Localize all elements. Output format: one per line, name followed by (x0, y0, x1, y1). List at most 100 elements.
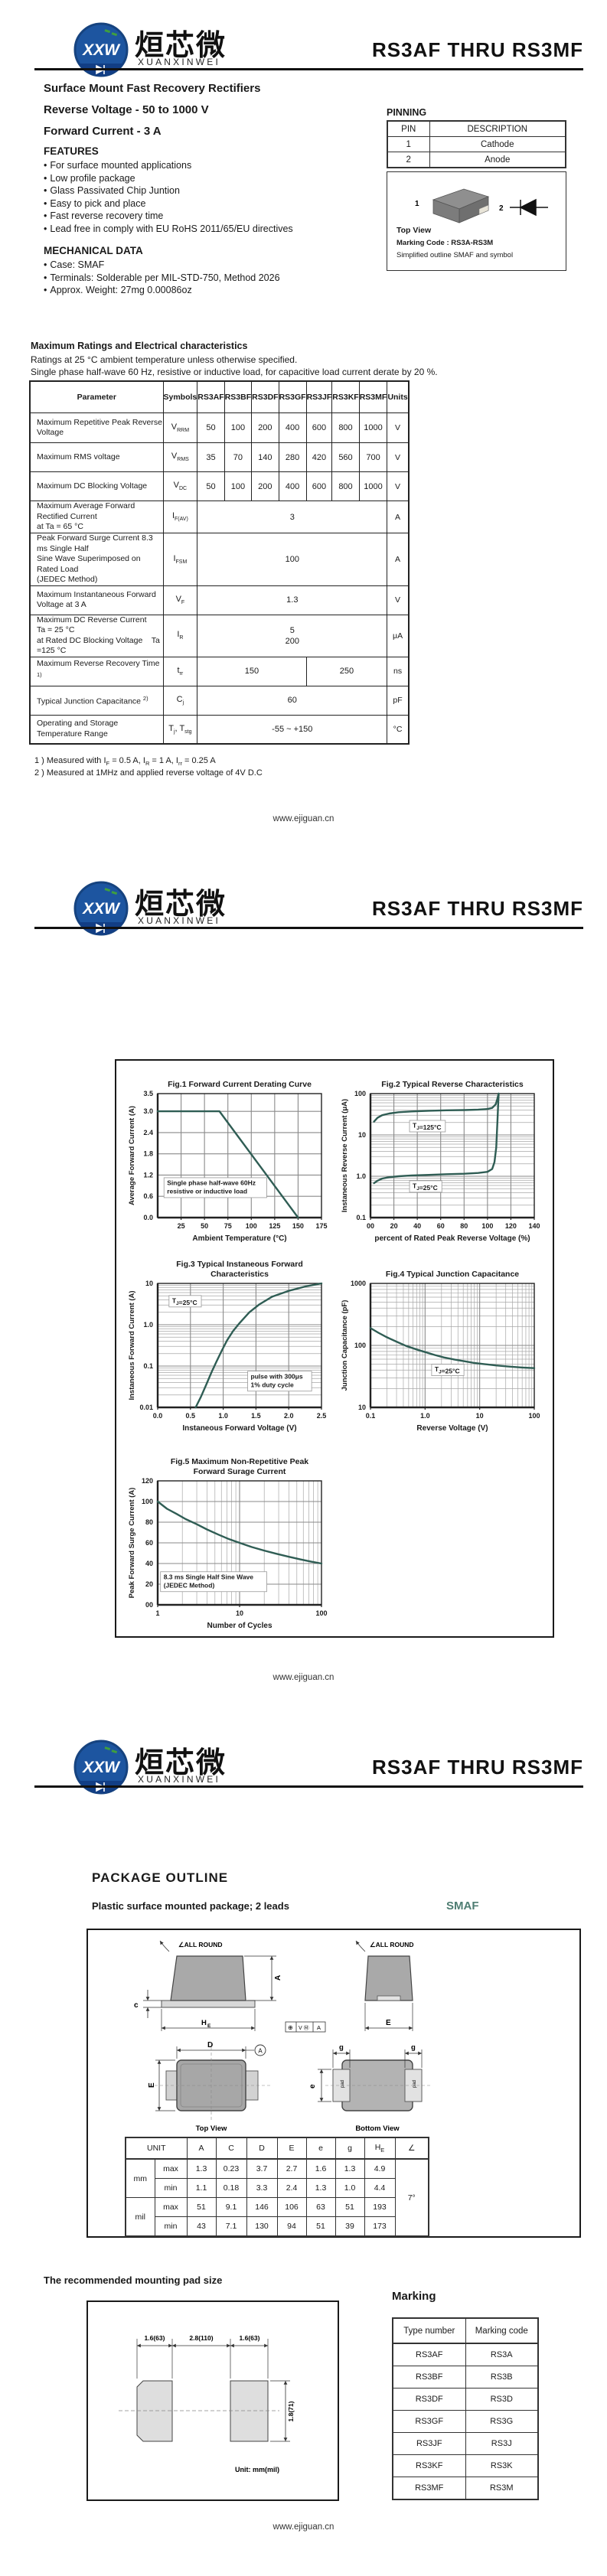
dim-e-top-label: E (148, 2082, 156, 2088)
list-item: • Terminals: Solderable per MIL-STD-750, … (44, 272, 280, 285)
parameter-cell: Maximum DC Reverse Current Ta = 25 °C at … (29, 614, 164, 657)
svg-text:50: 50 (201, 1222, 208, 1230)
figure-title: Fig.3 Typical Instaneous Forward Characte… (176, 1260, 303, 1279)
list-item-text: Case: SMAF (50, 259, 105, 270)
bottom-view-caption: Bottom View (355, 2124, 400, 2133)
table-cell: RS3KF (392, 2454, 466, 2477)
value-cell: 94 (276, 2216, 307, 2237)
company-name-en: XUANXINWEI (138, 915, 221, 926)
dim-g-right-label: g (411, 2043, 416, 2052)
product-line: Surface Mount Fast Recovery Rectifiers (44, 82, 261, 95)
figure-title: Fig.1 Forward Current Derating Curve (168, 1080, 312, 1089)
unit-cell: V (387, 442, 410, 472)
company-name-cn: 烜芯微 (135, 1747, 227, 1779)
value-cell: 700 (358, 442, 388, 472)
value-cell: 200 (251, 471, 279, 501)
package-outline-box: ∠ALL ROUND c H E A (86, 1929, 581, 2238)
value-cell: 1.3 (186, 2158, 217, 2179)
symbol-cell: Tj, Tstg (162, 714, 198, 745)
figure-plot: 1 10 100 00 20 40 60 80 100 120 Number of Cycles Pe… (128, 1477, 328, 1630)
column-header: Type number (392, 2317, 466, 2344)
value-cell: 1.3 (305, 2178, 336, 2198)
dim-he-sub: E (207, 2023, 211, 2029)
svg-text:Peak Forward Surge Current (A): Peak Forward Surge Current (A) (128, 1488, 136, 1599)
svg-text:00: 00 (367, 1222, 374, 1230)
svg-text:140: 140 (528, 1222, 540, 1230)
column-header: Units (387, 380, 410, 413)
unit-cell: mm (125, 2158, 155, 2198)
pinning-heading: PINNING (387, 107, 427, 118)
parameter-cell: Maximum Average Forward Rectified Curren… (29, 501, 164, 533)
svg-text:20: 20 (145, 1580, 153, 1588)
value-cell: -55 ~ +150 (197, 714, 388, 745)
value-cell: 1.3 (335, 2158, 365, 2179)
unit-cell: μA (387, 614, 410, 657)
table-row: RS3GF RS3G (392, 2410, 539, 2433)
table-cell: RS3K (465, 2454, 539, 2477)
value-cell: 146 (246, 2197, 278, 2217)
value-cell: 560 (331, 442, 360, 472)
value-cell: 0.23 (215, 2158, 247, 2179)
parameter-cell: Typical Junction Capacitance 2) (29, 685, 164, 716)
ratings-table-container: Parameter Symbols RS3AF RS3BF RS3DF RS3GF RS3J… (29, 380, 410, 745)
value-cell: 1.1 (186, 2178, 217, 2198)
svg-text:Average Forward Current (A): Average Forward Current (A) (128, 1106, 136, 1205)
svg-text:3.5: 3.5 (143, 1090, 153, 1097)
unit-cell: °C (387, 714, 410, 745)
column-header: E (276, 2137, 307, 2160)
svg-text:125: 125 (269, 1222, 280, 1230)
value-cell: 400 (278, 471, 307, 501)
diode-symbol-icon (510, 198, 548, 217)
table-row: 1 Cathode (387, 136, 566, 152)
figure-plot: 25 50 75 100 125 150 175 0.0 0.6 1.2 1.8 2.4 3.0 3.5 A… (128, 1090, 328, 1243)
dim-c-label: c (134, 2001, 139, 2010)
svg-text:1.0: 1.0 (420, 1412, 430, 1420)
table-row: 2 Anode (387, 152, 566, 168)
pad-unit-note: Unit: mm(mil) (235, 2466, 279, 2473)
top-view-caption: Top View (196, 2124, 227, 2133)
table-cell: Cathode (429, 136, 566, 152)
bullet-icon: • (44, 223, 47, 234)
column-header: RS3DF (251, 380, 279, 413)
page-title: RS3AF THRU RS3MF (371, 897, 583, 920)
company-name-en: XUANXINWEI (138, 57, 221, 67)
svg-text:Reverse Voltage (V): Reverse Voltage (V) (416, 1424, 488, 1433)
value-cell: 0.18 (215, 2178, 247, 2198)
characteristic-charts-box: Fig.1 Forward Current Derating Curve 25 50… (115, 1059, 554, 1638)
table-cell: RS3AF (392, 2343, 466, 2366)
value-cell: 1.0 (335, 2178, 365, 2198)
svg-text:0.1: 0.1 (366, 1412, 376, 1420)
page-1: XXW 烜芯微 XUANXINWEI RS3AF THRU RS3MF Surf… (0, 0, 607, 859)
unit-cell: pF (387, 685, 410, 716)
svg-text:1.0: 1.0 (218, 1412, 228, 1420)
logo-abbr: XXW (82, 900, 121, 918)
svg-text:TJ=25°C: TJ=25°C (435, 1365, 460, 1375)
pad-dim-left: 1.6(63) (145, 2334, 165, 2342)
table-row: RS3MF RS3M (392, 2477, 539, 2500)
symbol-cell: VRMS (162, 442, 198, 472)
table-row: mm max 1.3 0.23 3.7 2.7 1.6 1.3 4.9 7° (125, 2158, 429, 2237)
footer-url: www.ejiguan.cn (272, 2522, 335, 2532)
value-cell: 193 (364, 2197, 396, 2217)
pad-dim-right: 1.6(63) (240, 2334, 260, 2342)
footer-url: www.ejiguan.cn (272, 814, 335, 823)
svg-text:80: 80 (145, 1518, 153, 1526)
svg-text:100: 100 (528, 1412, 540, 1420)
header-rule (34, 68, 583, 70)
svg-text:100: 100 (315, 1609, 327, 1617)
column-header: RS3MF (358, 380, 388, 413)
column-header: Symbols (162, 380, 198, 413)
symbol-cell: Cj (162, 685, 198, 716)
table-row: RS3DF RS3D (392, 2388, 539, 2411)
list-item: • Easy to pick and place (44, 197, 293, 210)
svg-text:150: 150 (292, 1222, 304, 1230)
list-item: • Fast reverse recovery time (44, 210, 293, 223)
figure-fig1: Fig.1 Forward Current Derating Curve 25 50… (126, 1068, 331, 1252)
value-cell: 1.3 (197, 585, 388, 615)
value-cell: 100 (197, 533, 388, 586)
column-header: A (186, 2137, 217, 2160)
figure-fig3: Fig.3 Typical Instaneous Forward Characte… (126, 1258, 331, 1442)
value-cell: 1.6 (305, 2158, 336, 2179)
logo-abbr: XXW (82, 1759, 121, 1776)
mechanical-heading: MECHANICAL DATA (44, 245, 143, 256)
